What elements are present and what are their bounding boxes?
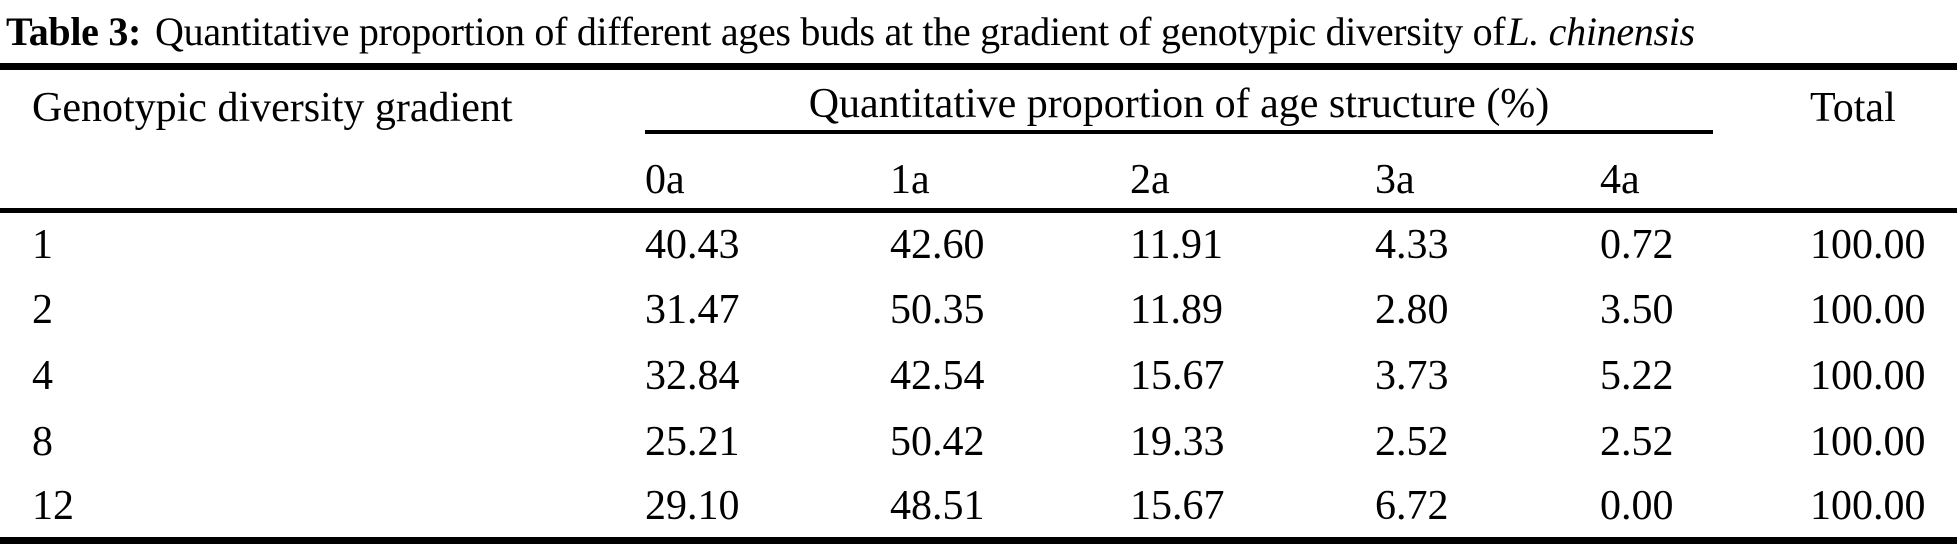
table-head: Genotypic diversity gradient Quantitativ…: [0, 66, 1957, 213]
value-cell-0a: 31.47: [645, 286, 740, 333]
value-cell-3a: 3.73: [1375, 352, 1449, 399]
value-cell-1a: 50.35: [890, 286, 985, 333]
table-caption-species: L. chinensis: [1507, 9, 1695, 54]
gradient-cell: 8: [32, 418, 53, 465]
value-cell-0a: 32.84: [645, 352, 740, 399]
col-header-4a: 4a: [1600, 133, 1811, 213]
header-row-ages: 0a 1a 2a 3a 4a: [0, 133, 1957, 213]
gradient-cell: 12: [32, 482, 74, 529]
value-cell-4a: 5.22: [1600, 352, 1674, 399]
col-header-0a: 0a: [645, 133, 890, 213]
value-cell-1a: 48.51: [890, 482, 985, 529]
data-table: Genotypic diversity gradient Quantitativ…: [0, 63, 1957, 544]
total-cell: 100.00: [1810, 286, 1926, 333]
value-cell-4a: 0.00: [1600, 482, 1674, 529]
gradient-cell: 2: [32, 286, 53, 333]
table-body: 1 40.43 42.60 11.91 4.33 0.72 100.00 2 3…: [0, 211, 1957, 541]
col-header-gradient: Genotypic diversity gradient: [0, 66, 645, 213]
col-header-total: Total: [1810, 66, 1957, 213]
header-row-main: Genotypic diversity gradient Quantitativ…: [0, 66, 1957, 213]
table-row: 4 32.84 42.54 15.67 3.73 5.22 100.00: [0, 343, 1957, 409]
value-cell-0a: 25.21: [645, 418, 740, 465]
value-cell-1a: 50.42: [890, 418, 985, 465]
value-cell-2a: 11.91: [1130, 221, 1223, 268]
value-cell-2a: 15.67: [1130, 352, 1225, 399]
table-row: 12 29.10 48.51 15.67 6.72 0.00 100.00: [0, 475, 1957, 541]
table-row: 8 25.21 50.42 19.33 2.52 2.52 100.00: [0, 409, 1957, 475]
col-header-age-structure: Quantitative proportion of age structure…: [645, 67, 1810, 134]
value-cell-2a: 11.89: [1130, 286, 1223, 333]
table-caption-label: Table 3:: [6, 9, 142, 54]
table-row: 1 40.43 42.60 11.91 4.33 0.72 100.00: [0, 211, 1957, 277]
table-row: 2 31.47 50.35 11.89 2.80 3.50 100.00: [0, 277, 1957, 343]
value-cell-3a: 4.33: [1375, 221, 1449, 268]
value-cell-1a: 42.60: [890, 221, 985, 268]
value-cell-4a: 0.72: [1600, 221, 1674, 268]
value-cell-1a: 42.54: [890, 352, 985, 399]
age-structure-span-label: Quantitative proportion of age structure…: [645, 80, 1713, 134]
value-cell-0a: 40.43: [645, 221, 740, 268]
total-cell: 100.00: [1810, 352, 1926, 399]
total-cell: 100.00: [1810, 418, 1926, 465]
total-cell: 100.00: [1810, 221, 1926, 268]
value-cell-2a: 15.67: [1130, 482, 1225, 529]
col-header-1a: 1a: [890, 133, 1130, 213]
value-cell-4a: 2.52: [1600, 418, 1674, 465]
total-cell: 100.00: [1810, 482, 1926, 529]
table-caption-text: Quantitative proportion of different age…: [155, 9, 1506, 54]
value-cell-3a: 2.52: [1375, 418, 1449, 465]
value-cell-4a: 3.50: [1600, 286, 1674, 333]
col-header-2a: 2a: [1130, 133, 1375, 213]
gradient-cell: 4: [32, 352, 53, 399]
gradient-cell: 1: [32, 221, 53, 268]
value-cell-2a: 19.33: [1130, 418, 1225, 465]
col-header-3a: 3a: [1375, 133, 1600, 213]
value-cell-3a: 6.72: [1375, 482, 1449, 529]
table-caption: Table 3: Quantitative proportion of diffe…: [0, 0, 1957, 63]
value-cell-3a: 2.80: [1375, 286, 1449, 333]
value-cell-0a: 29.10: [645, 482, 740, 529]
